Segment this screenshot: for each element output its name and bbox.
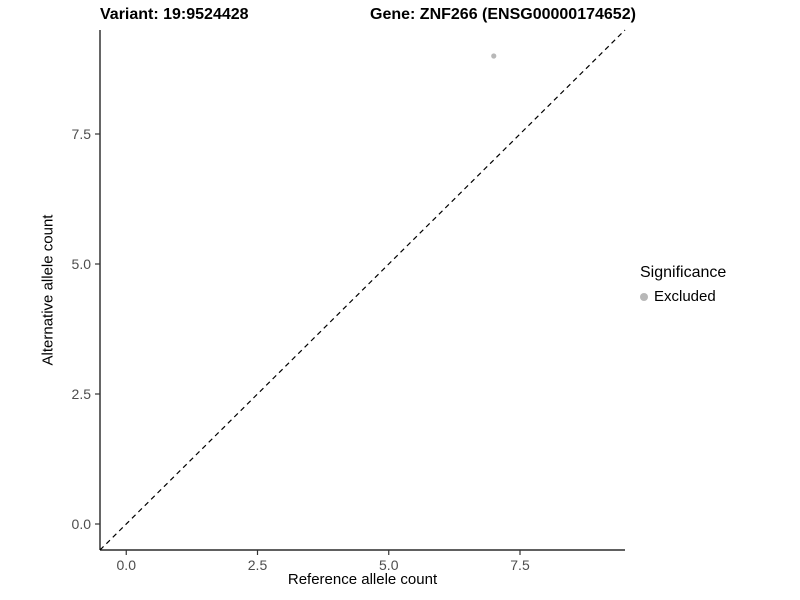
x-tick-label: 2.5 (248, 557, 268, 573)
legend-title: Significance (640, 264, 727, 281)
y-tick-label: 2.5 (72, 386, 92, 402)
x-tick-label: 5.0 (379, 557, 399, 573)
data-point (491, 53, 497, 59)
legend-marker-icon (640, 292, 648, 301)
y-tick-label: 5.0 (72, 256, 92, 272)
x-tick-label: 7.5 (510, 557, 530, 573)
x-axis-title: Reference allele count (287, 571, 438, 588)
legend-item-excluded: Excluded (640, 288, 726, 305)
legend: Significance Excluded (640, 264, 726, 305)
x-tick-label: 0.0 (117, 557, 137, 573)
y-tick-label: 7.5 (72, 126, 92, 142)
legend-item-label: Excluded (654, 288, 716, 305)
y-tick-label: 0.0 (72, 516, 92, 532)
plot-title-variant: Variant: 19:9524428 (100, 6, 249, 23)
plot-title-gene: Gene: ZNF266 (ENSG00000174652) (370, 6, 636, 23)
identity-line (99, 29, 626, 551)
